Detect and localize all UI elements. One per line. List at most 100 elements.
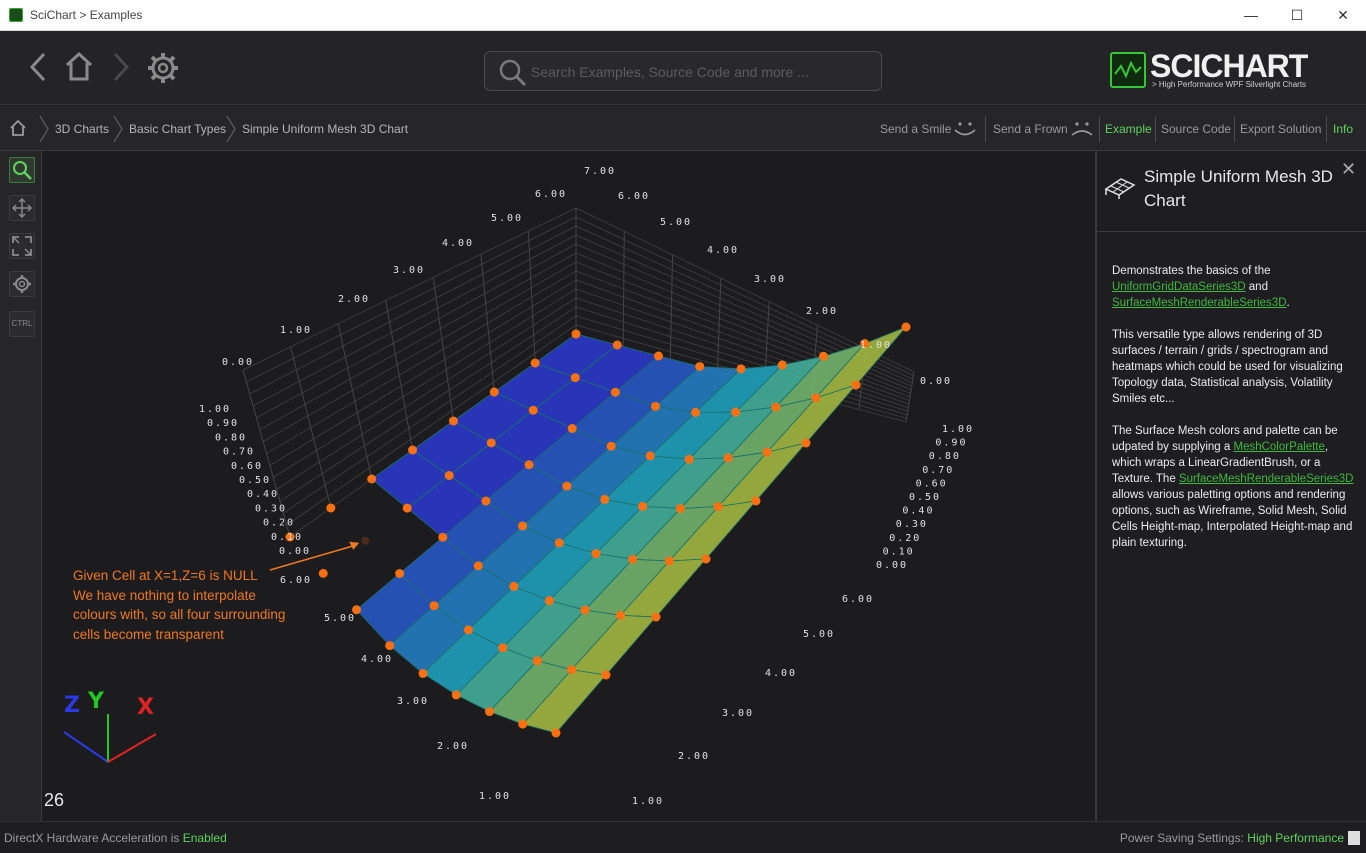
vertex-marker [352,605,361,615]
vertex-marker [395,569,405,578]
y-axis-tick-label: 0.60 [231,461,263,472]
vertex-marker [438,532,448,542]
annotation-arrow-line [269,544,358,571]
chart-settings-button[interactable] [9,271,35,297]
breadcrumb-item-basic-chart-types[interactable]: Basic Chart Types [129,122,227,136]
window-title: SciChart > Examples [30,8,143,22]
description-paragraph: The Surface Mesh colors and palette can … [1112,423,1358,551]
vertex-marker [544,596,554,606]
vertex-marker [528,405,538,415]
z-axis-tick-label: 3.00 [397,696,429,707]
surface-mesh-series-link[interactable]: SurfaceMeshRenderableSeries3D [1178,473,1354,485]
breadcrumb-item-3d-charts[interactable]: 3D Charts [55,122,110,136]
breadcrumb-home-icon[interactable] [9,119,27,137]
z-axis-tick-label: 5.00 [491,213,523,224]
y-axis-tick-label: 0.50 [909,492,941,503]
vertex-marker [651,612,661,622]
surface-mesh-3d-chart[interactable]: 0.00 1.00 2.00 3.00 4.00 5.00 6.00 7.00 6.00 5.00… [43,151,1095,821]
tab-source-code[interactable]: Source Code [1161,122,1232,136]
gizmo-x-label: X [137,695,154,720]
export-solution-button[interactable]: Export Solution [1240,122,1322,136]
power-saving-label: Power Saving Settings: [1119,831,1248,845]
y-axis-tick-label: 0.10 [883,546,915,557]
vertex-marker [451,690,461,700]
search-input[interactable] [531,61,861,83]
y-axis-tick-label: 1.00 [199,404,231,415]
chart-surface[interactable]: 0.00 1.00 2.00 3.00 4.00 5.00 6.00 7.00 6.00 5.00… [43,151,1095,821]
maximize-button[interactable]: ☐ [1290,7,1304,23]
vertex-marker [591,549,601,559]
y-axis-tick-label: 0.00 [876,560,908,571]
surface-mesh-series-link[interactable]: SurfaceMeshRenderableSeries3D [1112,297,1287,309]
power-saving-value[interactable]: High Performance [1247,831,1344,845]
info-panel-close-button[interactable]: ✕ [1341,159,1357,179]
vertex-marker [551,728,561,738]
x-axis-tick-label: 0.00 [920,376,952,387]
vertex-marker [811,393,821,403]
action-divider [1326,116,1327,142]
vertex-marker [600,494,610,504]
zoom-tool-button[interactable] [9,157,35,183]
description-text: Demonstrates the basics of the [1112,265,1271,277]
status-toggle[interactable] [1348,831,1360,845]
x-axis-tick-label: 5.00 [803,629,835,640]
y-axis-tick-label: 0.30 [255,503,287,514]
y-axis-tick-label: 0.40 [247,489,279,500]
gizmo-z-axis [63,731,109,763]
smile-icon[interactable] [952,118,978,138]
z-axis-tick-label: 6.00 [280,575,312,586]
uniform-grid-data-series-link[interactable]: UniformGridDataSeries3D [1112,281,1246,293]
vertex-marker [385,641,395,651]
search-icon [499,59,527,87]
z-axis-tick-label: 2.00 [437,741,469,752]
pan-tool-button[interactable] [9,195,35,221]
send-smile-button[interactable]: Send a Smile [880,122,952,136]
vertex-marker [567,424,577,433]
y-axis-tick-label: 0.70 [922,465,954,476]
annotation-line: We have nothing to interpolate [73,587,256,603]
send-frown-button[interactable]: Send a Frown [993,122,1068,136]
description-text: allows various paletting options and ren… [1112,489,1353,549]
info-panel-description: Demonstrates the basics of the UniformGr… [1112,263,1358,567]
back-icon[interactable] [26,50,50,84]
description-text: and [1245,281,1268,293]
mesh-color-palette-link[interactable]: MeshColorPalette [1233,441,1325,453]
tab-info[interactable]: Info [1333,122,1354,136]
logo-mark-icon [1110,52,1146,88]
app-icon [9,8,23,22]
vertex-marker [402,503,412,513]
close-button[interactable]: ✕ [1337,7,1349,23]
settings-gear-icon[interactable] [146,51,180,85]
vertex-marker [610,387,620,397]
vertex-marker [518,521,528,531]
vertex-marker [777,360,787,370]
vertex-marker [473,561,483,571]
frown-icon[interactable] [1069,118,1095,138]
logo-wordmark: SCICHART [1150,48,1308,84]
y-axis-tick-label: 0.20 [889,533,921,544]
breadcrumb-separator-icon [39,115,49,143]
tab-example[interactable]: Example [1105,122,1152,136]
minimize-button[interactable]: — [1244,7,1258,23]
zoom-extents-button[interactable] [9,233,35,259]
y-axis-tick-label: 0.50 [239,475,271,486]
ctrl-modifier-button[interactable]: CTRL [9,311,35,337]
breadcrumb: 3D Charts Basic Chart Types Simple Unifo… [0,106,1366,151]
vertex-marker [851,380,861,390]
vertex-marker [664,556,674,566]
z-axis-tick-label: 2.00 [338,294,370,305]
vertex-marker [645,451,655,461]
vertex-marker [615,610,625,620]
x-axis-tick-label: 3.00 [722,708,754,719]
x-axis-tick-label: 3.00 [754,274,786,285]
home-icon[interactable] [64,50,94,84]
y-axis-tick-label: 0.80 [929,451,961,462]
info-panel-divider [1097,231,1366,232]
forward-icon[interactable] [110,50,134,84]
mesh-vertex-markers [285,322,911,738]
y-axis-tick-label: 1.00 [942,424,974,435]
gizmo-z-label: Z [64,693,80,718]
vertex-marker [532,656,542,666]
directx-status-value[interactable]: Enabled [182,831,227,845]
vertex-marker [675,504,685,514]
